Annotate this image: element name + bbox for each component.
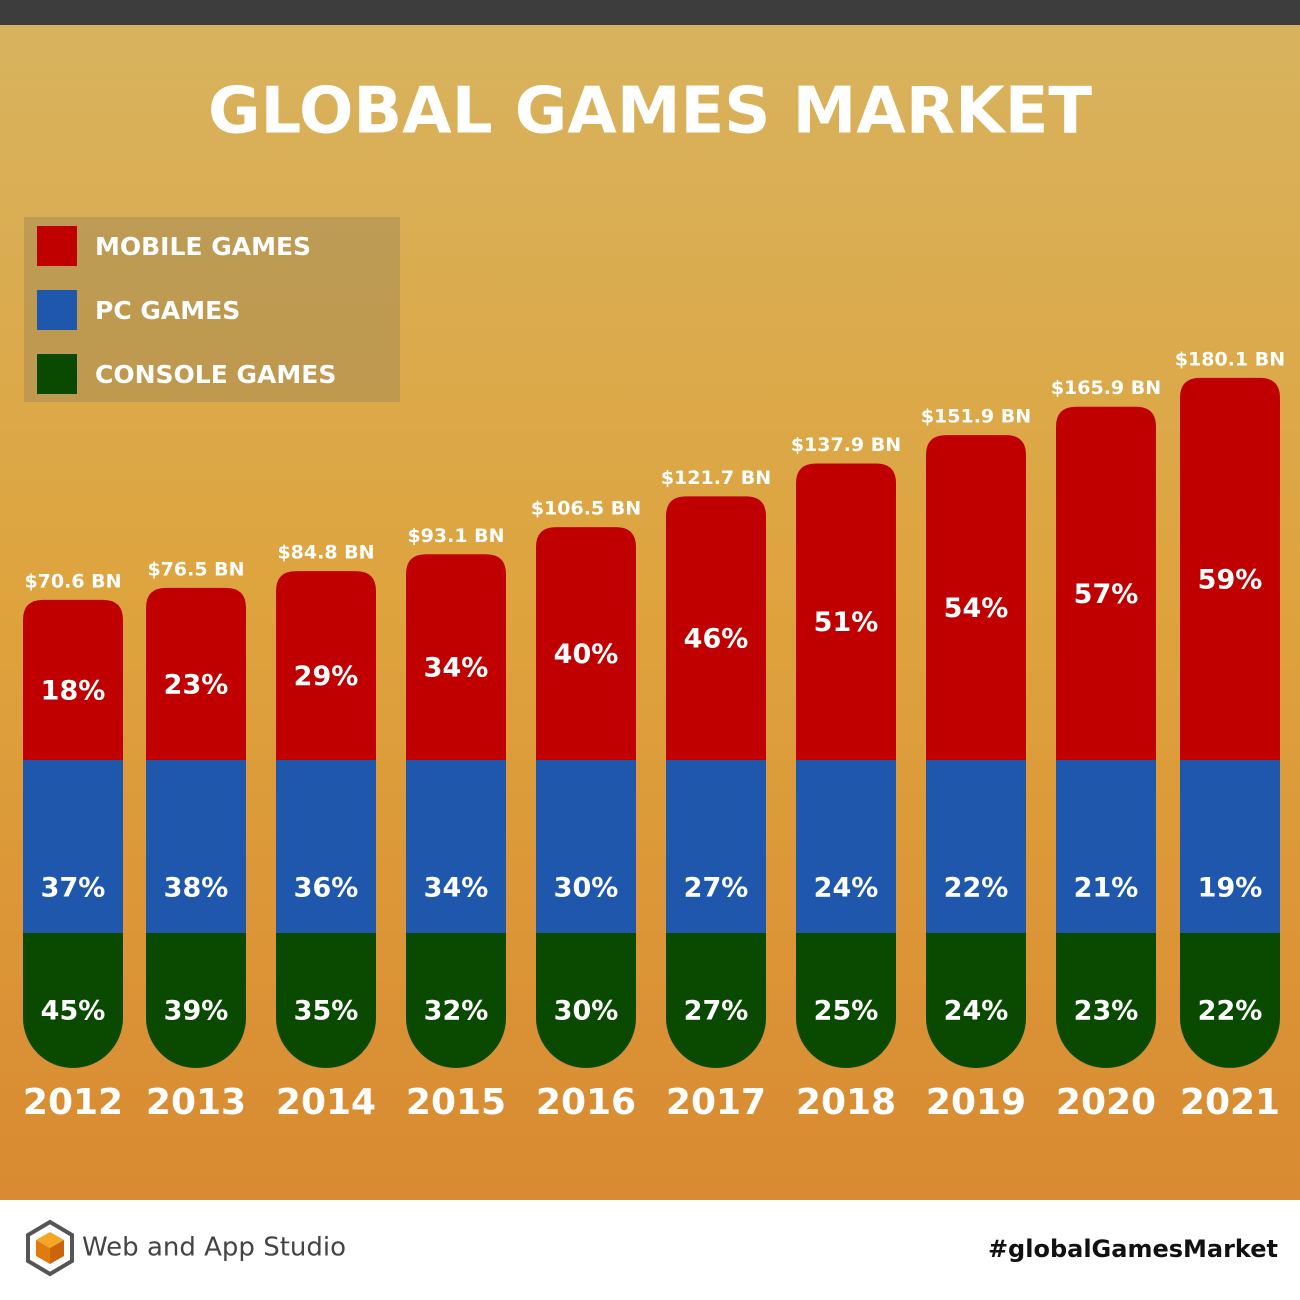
data-label: 40% (554, 639, 619, 670)
data-label: 39% (164, 996, 229, 1027)
hashtag: #globalGamesMarket (988, 1235, 1278, 1263)
bar-segment (536, 760, 636, 933)
bar-segment (23, 760, 123, 933)
bar-segment (1056, 406, 1156, 760)
x-tick-label: 2021 (1180, 1082, 1280, 1123)
legend-swatch (37, 290, 77, 330)
bar-segment (926, 435, 1026, 760)
footer (0, 1200, 1300, 1300)
x-tick-label: 2012 (23, 1082, 123, 1123)
bar-segment (536, 933, 636, 1068)
bar-segment (276, 933, 376, 1068)
legend-label: MOBILE GAMES (95, 232, 311, 261)
data-label: 27% (684, 996, 749, 1027)
chart-title: GLOBAL GAMES MARKET (208, 75, 1092, 149)
data-label: 21% (1074, 873, 1139, 904)
total-label: $121.7 BN (661, 467, 771, 489)
legend-swatch (37, 354, 77, 394)
x-tick-label: 2016 (536, 1082, 636, 1123)
brand: Web and App Studio (82, 1233, 346, 1263)
data-label: 34% (424, 873, 489, 904)
data-label: 59% (1198, 564, 1263, 595)
data-label: 24% (944, 996, 1009, 1027)
bar-segment (146, 760, 246, 933)
bar-segment (926, 760, 1026, 933)
legend-swatch (37, 226, 77, 266)
bar-segment (276, 760, 376, 933)
bar-segment (1180, 933, 1280, 1068)
data-label: 19% (1198, 873, 1263, 904)
legend-label: PC GAMES (95, 296, 240, 325)
data-label: 27% (684, 873, 749, 904)
total-label: $180.1 BN (1175, 348, 1285, 370)
total-label: $165.9 BN (1051, 377, 1161, 399)
total-label: $70.6 BN (24, 570, 121, 592)
x-tick-label: 2017 (666, 1082, 766, 1123)
legend-label: CONSOLE GAMES (95, 360, 336, 389)
bar-segment (1180, 760, 1280, 933)
data-label: 57% (1074, 579, 1139, 610)
data-label: 51% (814, 607, 879, 638)
bar-segment (406, 554, 506, 760)
total-label: $106.5 BN (531, 498, 641, 520)
data-label: 45% (41, 996, 106, 1027)
legend-box (24, 217, 400, 402)
bar-segment (23, 599, 123, 760)
bar-segment (796, 933, 896, 1068)
bar-segment (1180, 377, 1280, 760)
bar-segment (1056, 760, 1156, 933)
x-tick-label: 2020 (1056, 1082, 1156, 1123)
data-label: 34% (424, 653, 489, 684)
data-label: 36% (294, 873, 359, 904)
data-label: 23% (1074, 996, 1139, 1027)
data-label: 30% (554, 873, 619, 904)
data-label: 30% (554, 996, 619, 1027)
x-tick-label: 2015 (406, 1082, 506, 1123)
data-label: 38% (164, 873, 229, 904)
bar-segment (666, 496, 766, 760)
x-tick-label: 2013 (146, 1082, 246, 1123)
data-label: 35% (294, 996, 359, 1027)
bar-segment (406, 933, 506, 1068)
total-label: $151.9 BN (921, 406, 1031, 428)
data-label: 22% (1198, 996, 1263, 1027)
bar-segment (276, 571, 376, 760)
data-label: 54% (944, 593, 1009, 624)
bar-segment (146, 587, 246, 760)
bar-segment (926, 933, 1026, 1068)
total-label: $137.9 BN (791, 434, 901, 456)
total-label: $93.1 BN (407, 525, 504, 547)
bar-segment (796, 463, 896, 760)
bar-segment (406, 760, 506, 933)
data-label: 37% (41, 873, 106, 904)
x-tick-label: 2014 (276, 1082, 376, 1123)
bar-segment (146, 933, 246, 1068)
bar-segment (23, 933, 123, 1068)
bar-segment (666, 760, 766, 933)
top-bar (0, 0, 1300, 25)
bar-segment (796, 760, 896, 933)
data-label: 22% (944, 873, 1009, 904)
data-label: 46% (684, 624, 749, 655)
data-label: 18% (41, 675, 106, 706)
logo (26, 1219, 74, 1277)
data-label: 25% (814, 996, 879, 1027)
data-label: 23% (164, 669, 229, 700)
bar-segment (536, 527, 636, 760)
data-label: 24% (814, 873, 879, 904)
data-label: 32% (424, 996, 489, 1027)
x-tick-label: 2018 (796, 1082, 896, 1123)
data-label: 29% (294, 661, 359, 692)
total-label: $76.5 BN (147, 558, 244, 580)
bar-segment (666, 933, 766, 1068)
bar-segment (1056, 933, 1156, 1068)
total-label: $84.8 BN (277, 542, 374, 564)
x-tick-label: 2019 (926, 1082, 1026, 1123)
